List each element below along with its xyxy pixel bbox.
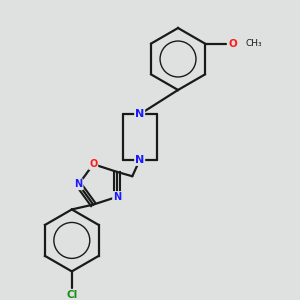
Text: O: O — [89, 159, 98, 169]
Text: Cl: Cl — [66, 290, 77, 300]
Text: N: N — [135, 155, 144, 165]
Text: N: N — [74, 179, 83, 189]
Text: N: N — [135, 109, 144, 119]
Text: CH₃: CH₃ — [245, 39, 262, 48]
Text: N: N — [113, 192, 121, 202]
Text: O: O — [229, 38, 237, 49]
